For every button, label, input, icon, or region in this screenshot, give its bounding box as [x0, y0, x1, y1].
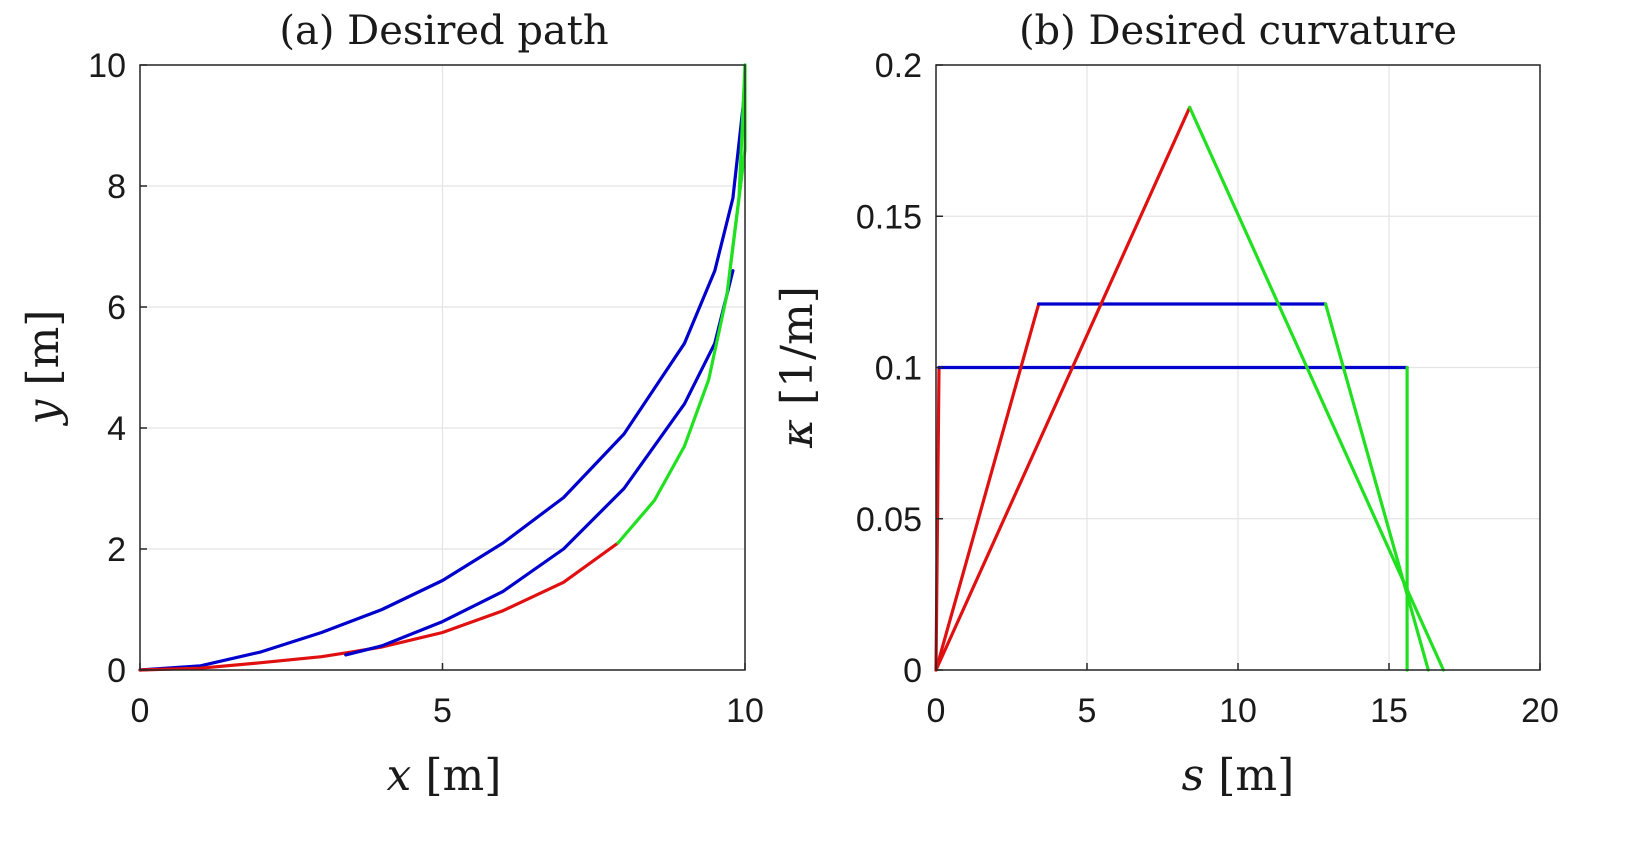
panel-a-x-tick-label: 5	[433, 692, 452, 730]
panel-b-y-tick-label: 0.1	[875, 350, 922, 388]
panel-b-y-tick-label: 0.2	[875, 47, 922, 85]
panel-a-x-tick-label: 10	[726, 692, 764, 730]
panel-b-x-var: s	[1182, 750, 1205, 801]
panel-b-series	[934, 105, 1446, 672]
panel-a-outer-blue-path	[138, 87, 747, 672]
panel-a-y-tick-label: 4	[107, 410, 126, 448]
panel-b-y-var: κ	[772, 419, 823, 449]
panel-a-y-tick-label: 0	[107, 652, 126, 690]
panel-a-y-axis-label: y [m]	[18, 310, 69, 427]
panel-b-green-ramp-from-peak	[1188, 105, 1446, 672]
panel-a-y-tick-label: 2	[107, 531, 126, 569]
panel-a-y-unit: [m]	[18, 310, 69, 386]
panel-b-ticks: 0 5 10 15 20 0 0.05 0.1 0.15 0.2	[856, 47, 1559, 730]
panel-b-y-tick-label: 0	[903, 652, 922, 690]
panel-b-curvature-chart: (b) Desired curvature 0 5 10 15 20 0 0.05 0.1 0.…	[772, 8, 1559, 801]
panel-b-y-unit: [1/m]	[772, 286, 823, 405]
panel-a-path-chart: (a) Desired path 0 5 10 0 2 4 6 8 10 x [m] y [m]	[18, 8, 764, 801]
panel-b-green-ramp-from-0.12	[1323, 302, 1430, 672]
panel-b-title: (b) Desired curvature	[1019, 8, 1457, 54]
panel-a-x-axis-label: x [m]	[387, 750, 502, 801]
panel-b-x-unit: [m]	[1218, 750, 1294, 801]
panel-a-y-tick-label: 6	[107, 289, 126, 327]
panel-b-x-tick-label: 10	[1219, 692, 1257, 730]
panel-a-ticks: 0 5 10 0 2 4 6 8 10	[88, 47, 764, 730]
panel-b-x-tick-label: 0	[927, 692, 946, 730]
panel-a-y-tick-label: 10	[88, 47, 126, 85]
panel-b-x-tick-label: 5	[1078, 692, 1097, 730]
panel-a-title: (a) Desired path	[279, 8, 608, 54]
panel-b-x-tick-label: 20	[1521, 692, 1559, 730]
panel-b-x-axis-label: s [m]	[1182, 750, 1295, 801]
panel-a-inner-path-blue-segment	[344, 269, 735, 657]
panel-b-y-tick-label: 0.15	[856, 198, 922, 236]
panel-b-y-axis-label: κ [1/m]	[772, 286, 823, 449]
panel-b-red-ramp-to-peak	[934, 105, 1192, 672]
panel-b-red-ramp-to-0.12	[934, 302, 1041, 672]
panel-a-y-var: y	[18, 398, 69, 426]
panel-b-x-tick-label: 15	[1370, 692, 1408, 730]
panel-a-x-tick-label: 0	[131, 692, 150, 730]
panel-a-x-unit: [m]	[425, 750, 501, 801]
panel-b-y-tick-label: 0.05	[856, 501, 922, 539]
panel-a-x-var: x	[387, 750, 412, 801]
panel-a-y-tick-label: 8	[107, 168, 126, 206]
